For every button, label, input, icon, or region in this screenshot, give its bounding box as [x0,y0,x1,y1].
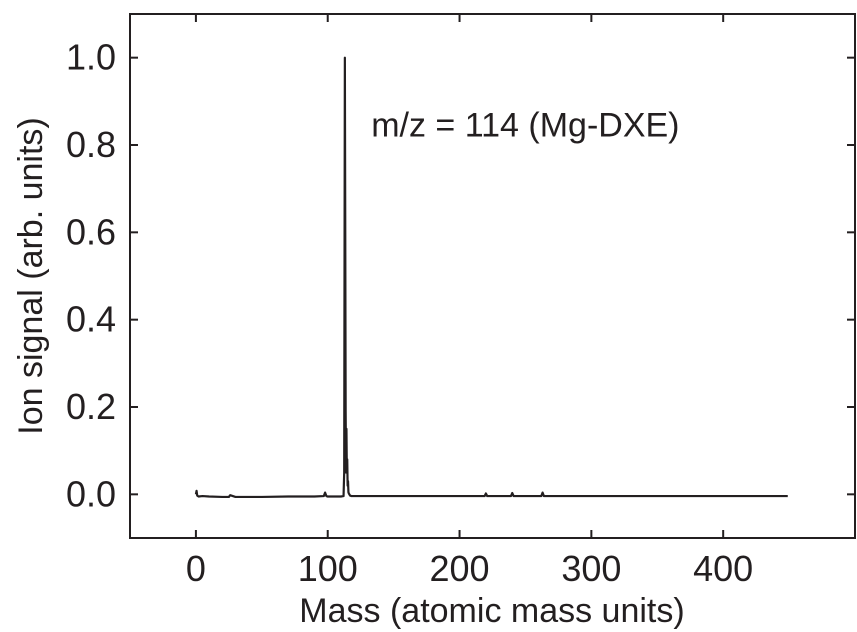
x-tick-label: 0 [186,548,206,589]
series-line [194,56,788,499]
y-tick-label: 1.0 [66,37,116,78]
x-tick-label: 400 [693,548,753,589]
x-tick-label: 300 [561,548,621,589]
peak-annotation: m/z = 114 (Mg-DXE) [371,106,679,144]
series-layer [194,56,788,499]
x-tick-label: 100 [298,548,358,589]
y-tick-label: 0.6 [66,211,116,252]
x-axis-ticks: 0 100 200 300 400 [186,14,753,589]
y-tick-label: 0.4 [66,299,116,340]
y-tick-label: 0.8 [66,124,116,165]
y-tick-label: 0.2 [66,386,116,427]
y-axis-title: Ion signal (arb. units) [12,117,50,435]
x-axis-title: Mass (atomic mass units) [299,592,684,630]
y-axis-ticks: 0.0 0.2 0.4 0.6 0.8 1.0 [66,37,855,514]
plot-frame [129,13,856,539]
y-tick-label: 0.0 [66,473,116,514]
x-tick-label: 200 [430,548,490,589]
